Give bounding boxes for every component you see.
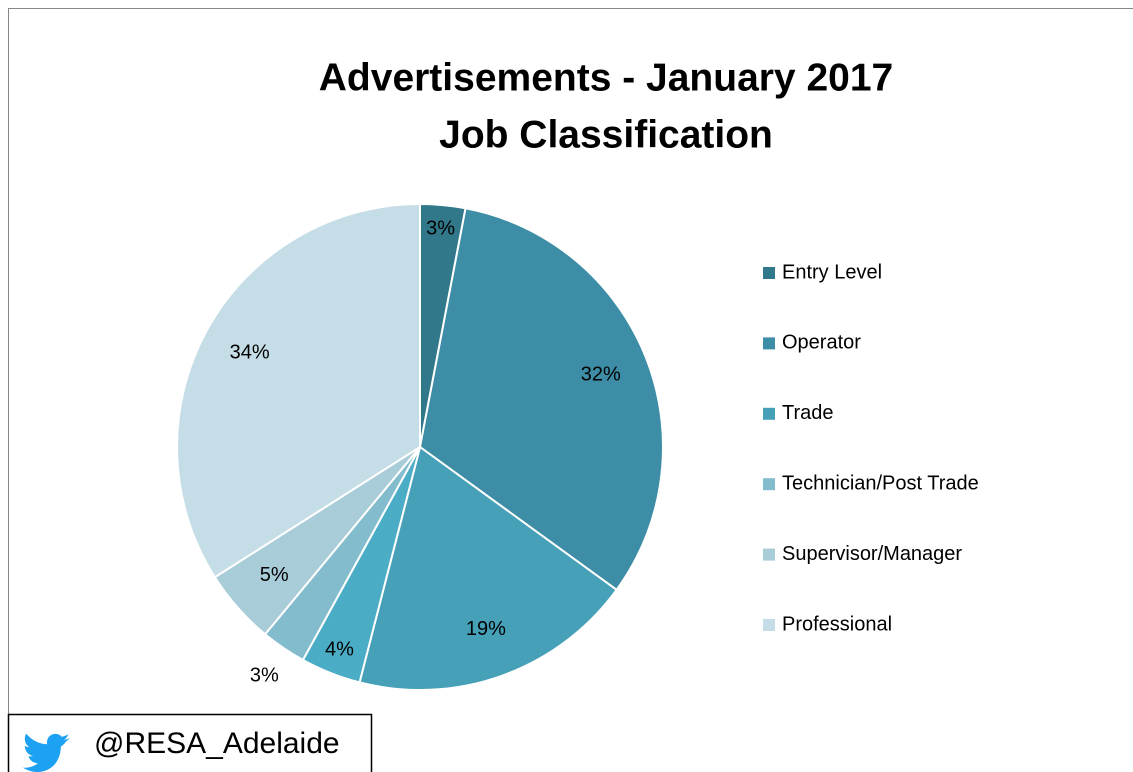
legend-swatch <box>763 267 775 279</box>
legend-swatch <box>763 407 775 420</box>
legend-label: Entry Level <box>782 261 882 283</box>
data-label: 19% <box>466 618 506 640</box>
data-label: 5% <box>260 564 289 586</box>
pie-slice <box>418 207 664 592</box>
pie-slice <box>358 445 618 691</box>
legend-swatch <box>763 478 775 491</box>
legend-label: Supervisor/Manager <box>782 543 962 565</box>
twitter-icon <box>22 733 70 772</box>
legend-label: Trade <box>782 402 834 424</box>
footer-handle: @RESA_Adelaide <box>94 727 340 760</box>
chart-subtitle: Job Classification <box>439 113 773 156</box>
data-label: 4% <box>325 639 354 661</box>
footer-badge: @RESA_Adelaide <box>7 713 373 772</box>
data-label: 3% <box>250 664 279 686</box>
footer-box <box>7 713 373 772</box>
pie-slice <box>176 202 421 579</box>
legend-swatch <box>763 337 775 350</box>
legend-label: Operator <box>782 332 861 354</box>
data-label: 32% <box>581 364 621 386</box>
legend-swatch <box>763 619 775 631</box>
data-label: 34% <box>230 342 270 364</box>
chart-title: Advertisements - January 2017 <box>319 56 893 99</box>
data-label: 3% <box>426 218 455 240</box>
legend-swatch <box>763 548 775 561</box>
legend-label: Professional <box>782 613 892 635</box>
legend-label: Technician/Post Trade <box>782 472 979 494</box>
